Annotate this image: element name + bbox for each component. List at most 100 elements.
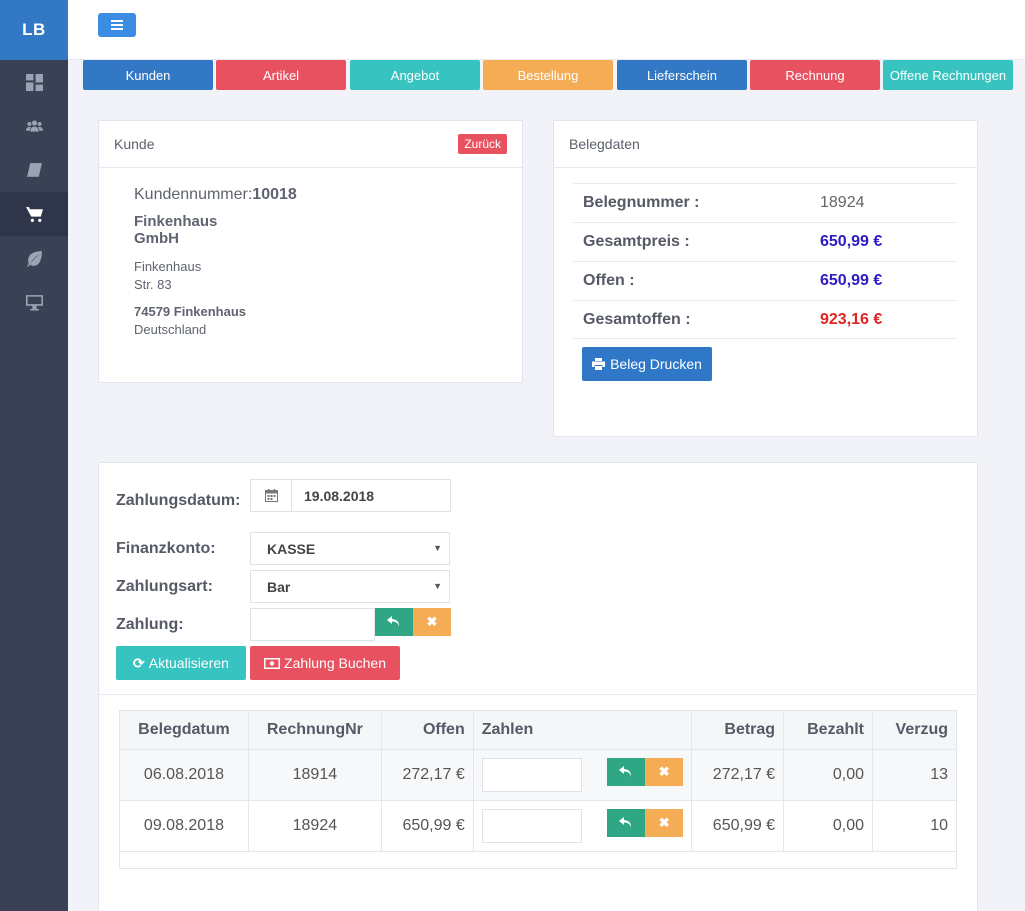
close-icon: ✖	[658, 764, 670, 779]
refresh-label: Aktualisieren	[148, 655, 229, 671]
column-header[interactable]: Betrag	[691, 710, 785, 750]
summary-row-offen: Offen : 650,99 €	[573, 261, 957, 300]
divider	[99, 694, 977, 695]
hamburger-icon	[111, 20, 123, 30]
cell-date: 09.08.2018	[119, 800, 249, 852]
sidebar-item-dashboard[interactable]	[0, 60, 68, 104]
document-summary: Belegnummer : 18924 Gesamtpreis : 650,99…	[573, 183, 957, 339]
sidebar-item-customers[interactable]	[0, 104, 68, 148]
dropdown-arrow-icon: ▼	[433, 581, 442, 591]
summary-value: 650,99 €	[820, 272, 883, 289]
table-header-row: Belegdatum RechnungNr Offen Zahlen Betra…	[119, 710, 957, 750]
summary-label: Belegnummer :	[583, 194, 700, 211]
sidebar-item-sales[interactable]	[0, 192, 68, 236]
apply-amount-button[interactable]	[375, 608, 413, 636]
menu-toggle-button[interactable]	[98, 13, 136, 37]
print-document-button[interactable]: Beleg Drucken	[582, 347, 712, 381]
panel-title: Belegdaten	[569, 136, 640, 152]
calendar-addon[interactable]	[251, 480, 292, 511]
clear-row-button[interactable]: ✖	[645, 809, 684, 837]
book-payment-label: Zahlung Buchen	[284, 655, 386, 671]
finance-account-select[interactable]: KASSE ▼	[250, 532, 450, 565]
pay-amount-input[interactable]	[481, 809, 582, 843]
cell-pay: ✖	[472, 800, 693, 852]
column-header[interactable]: Bezahlt	[783, 710, 874, 750]
customer-street-2: Str. 83	[134, 277, 172, 292]
money-icon	[264, 657, 281, 669]
cell-pay: ✖	[472, 749, 693, 801]
cell-amount: 650,99 €	[691, 800, 785, 852]
back-button[interactable]: Zurück	[458, 134, 507, 154]
leaf-icon	[26, 250, 42, 267]
column-header[interactable]: Verzug	[872, 710, 957, 750]
payment-type-select[interactable]: Bar ▼	[250, 570, 450, 603]
payment-date-field[interactable]: 19.08.2018	[250, 479, 451, 512]
cell-open: 272,17 €	[380, 749, 474, 801]
cell-paid: 0,00	[783, 800, 874, 852]
cell-overdue: 10	[872, 800, 957, 852]
dashboard-icon	[25, 73, 43, 91]
customer-details: Kundennummer:10018 Finkenhaus GmbH Finke…	[99, 168, 522, 357]
table-row: 06.08.2018 18914 272,17 € ✖ 272,17 € 0,0…	[119, 749, 957, 801]
apply-row-button[interactable]	[607, 809, 646, 837]
customer-number: Kundennummer:10018	[134, 186, 487, 204]
sidebar-item-monitor[interactable]	[0, 280, 68, 324]
row-actions: ✖	[607, 758, 684, 786]
cell-overdue: 13	[872, 749, 957, 801]
summary-row-gesamtoffen: Gesamtoffen : 923,16 €	[573, 300, 957, 339]
app-logo[interactable]: LB	[0, 0, 68, 60]
close-icon: ✖	[426, 614, 438, 629]
document-panel-header: Belegdaten	[554, 121, 977, 168]
summary-label: Gesamtoffen :	[583, 310, 691, 328]
cell-invoice-number: 18914	[247, 749, 382, 801]
customer-number-label: Kundennummer:	[134, 186, 253, 203]
monitor-icon	[25, 294, 43, 310]
payment-type-value: Bar	[267, 578, 291, 595]
module-button-offene-rechnungen[interactable]: Offene Rechnungen	[883, 60, 1013, 90]
cell-amount: 272,17 €	[691, 749, 785, 801]
undo-icon	[619, 817, 632, 828]
column-header[interactable]: RechnungNr	[247, 710, 382, 750]
module-button-bestellung[interactable]: Bestellung	[483, 60, 613, 90]
calendar-icon	[264, 489, 278, 502]
module-button-rechnung[interactable]: Rechnung	[750, 60, 880, 90]
column-header[interactable]: Belegdatum	[119, 710, 249, 750]
sidebar-item-leaf[interactable]	[0, 236, 68, 280]
summary-row-belegnummer: Belegnummer : 18924	[573, 183, 957, 222]
undo-icon	[387, 616, 400, 627]
module-button-lieferschein[interactable]: Lieferschein	[617, 60, 747, 90]
module-button-angebot[interactable]: Angebot	[350, 60, 480, 90]
undo-icon	[619, 766, 632, 777]
apply-row-button[interactable]	[607, 758, 646, 786]
clear-row-button[interactable]: ✖	[645, 758, 684, 786]
book-payment-button[interactable]: Zahlung Buchen	[250, 646, 400, 680]
pay-amount-input[interactable]	[481, 758, 582, 792]
cell-paid: 0,00	[783, 749, 874, 801]
payment-amount-label: Zahlung:	[116, 616, 184, 633]
customer-country: Deutschland	[134, 322, 207, 337]
payment-date-value: 19.08.2018	[304, 487, 375, 504]
module-button-artikel[interactable]: Artikel	[216, 60, 346, 90]
sidebar-item-catalog[interactable]	[0, 148, 68, 192]
payment-amount-input[interactable]	[250, 608, 375, 641]
refresh-button[interactable]: ⟳ Aktualisieren	[116, 646, 246, 680]
book-icon	[26, 162, 42, 178]
finance-account-value: KASSE	[267, 540, 316, 557]
table-row-empty	[119, 851, 957, 869]
module-button-kunden[interactable]: Kunden	[83, 60, 213, 90]
open-invoices-table: Belegdatum RechnungNr Offen Zahlen Betra…	[119, 710, 957, 869]
summary-value: 18924	[820, 194, 865, 211]
cell-invoice-number: 18924	[247, 800, 382, 852]
summary-label: Offen :	[583, 272, 635, 289]
column-header[interactable]: Zahlen	[472, 710, 693, 750]
customer-city: 74579 Finkenhaus	[134, 304, 246, 319]
empty-cell	[119, 851, 957, 869]
payment-date-label: Zahlungsdatum:	[116, 492, 241, 509]
payment-type-label: Zahlungsart:	[116, 578, 213, 595]
dropdown-arrow-icon: ▼	[433, 543, 442, 553]
column-header[interactable]: Offen	[380, 710, 474, 750]
clear-amount-button[interactable]: ✖	[413, 608, 451, 636]
summary-label: Gesamtpreis :	[583, 233, 690, 250]
close-icon: ✖	[658, 815, 670, 830]
panel-title: Kunde	[114, 136, 155, 152]
